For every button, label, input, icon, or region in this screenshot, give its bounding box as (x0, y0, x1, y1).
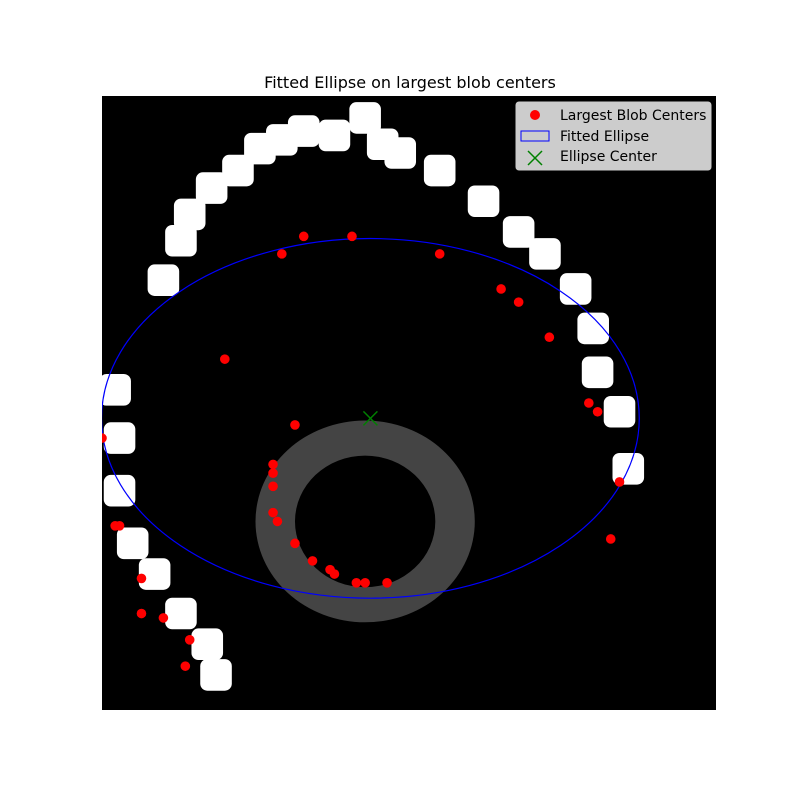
blob-center-point (434, 249, 445, 259)
white-blob (423, 154, 456, 187)
blob-center-point (180, 661, 191, 671)
blob-center-point (268, 468, 278, 478)
blob-center-point (329, 569, 340, 579)
blob-center-point (268, 459, 278, 470)
blob-center-point (290, 420, 300, 430)
white-blob (147, 264, 180, 296)
white-blob (502, 216, 535, 248)
blob-center-point (268, 481, 278, 492)
white-blob (200, 659, 232, 691)
white-blob (173, 198, 206, 231)
blob-center-point (513, 297, 524, 307)
blob-center-point (496, 284, 506, 294)
white-blob (577, 312, 609, 345)
white-blob (529, 238, 561, 270)
white-blob (103, 422, 136, 454)
legend: Largest Blob Centers Fitted Ellipse Elli… (515, 101, 712, 171)
blob-center-point (544, 332, 555, 343)
blob-center-point (277, 249, 287, 259)
blob-center-point (110, 521, 120, 531)
white-blob (349, 102, 381, 134)
blob-center-point (307, 556, 318, 566)
legend-box (515, 101, 712, 171)
white-blob (384, 137, 417, 169)
blob-center-point (298, 231, 309, 242)
gray-ring-blob (255, 420, 475, 623)
legend-label-fitted-ellipse: Fitted Ellipse (560, 129, 649, 145)
blob-center-point (605, 534, 616, 544)
white-blob (222, 154, 254, 187)
blob-center-point (158, 613, 169, 623)
white-blob (165, 597, 197, 630)
blob-center-point (351, 578, 362, 588)
blob-center-point (136, 573, 147, 584)
blob-center-point (290, 538, 300, 549)
legend-swatch-blob-centers (530, 110, 540, 120)
white-blob (318, 119, 351, 152)
blob-center-point (584, 398, 594, 408)
legend-swatch-ellipse-center (527, 150, 543, 166)
white-blob (603, 395, 636, 428)
legend-label-ellipse-center: Ellipse Center (560, 149, 657, 165)
white-blob (191, 628, 224, 661)
white-blob (102, 374, 131, 406)
blob-center-point (382, 578, 392, 588)
legend-label-blob-centers: Largest Blob Centers (560, 108, 706, 124)
white-blob (559, 273, 592, 305)
ellipse-center-marker (362, 410, 378, 426)
white-blob (581, 356, 614, 389)
blob-center-point (614, 477, 625, 487)
white-blob (116, 527, 149, 560)
blob-center-point (592, 406, 603, 417)
white-blob (467, 185, 500, 218)
white-blob (195, 172, 228, 204)
fitted-ellipse (102, 237, 640, 599)
legend-swatch-fitted-ellipse (520, 130, 550, 142)
chart-title: Fitted Ellipse on largest blob centers (264, 73, 556, 92)
white-blob (287, 115, 320, 147)
blob-center-point (220, 354, 230, 364)
blob-center-point (136, 608, 147, 619)
blob-centers-layer (102, 231, 625, 671)
fitted-ellipse-layer (102, 237, 640, 599)
blob-center-point (268, 507, 278, 518)
white-blob (138, 558, 171, 590)
blob-center-point (272, 516, 283, 527)
white-blob (103, 474, 136, 507)
blob-center-point (184, 635, 195, 645)
blob-center-point (360, 578, 370, 588)
blob-center-point (102, 433, 107, 443)
white-blob (165, 224, 197, 257)
blob-center-point (347, 231, 357, 242)
plot-area (102, 96, 716, 710)
ellipse-center-layer (362, 410, 378, 426)
